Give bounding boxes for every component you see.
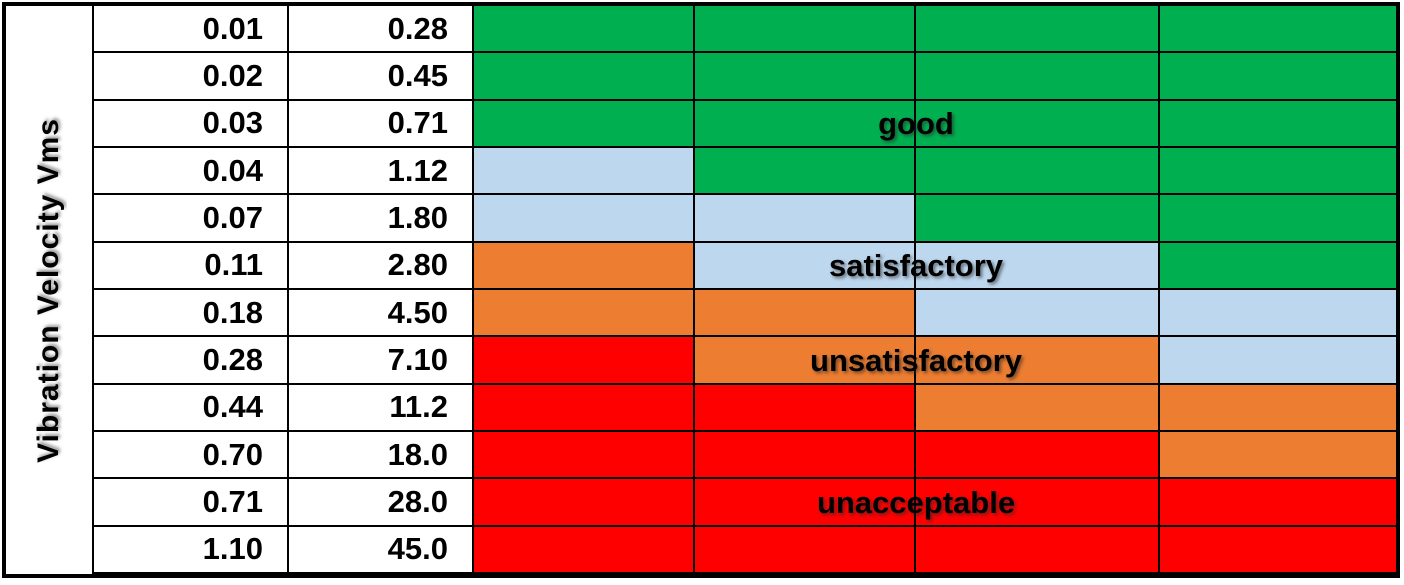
zone-cell-good bbox=[474, 100, 695, 146]
velocity-col2-cell: 0.45 bbox=[289, 53, 474, 99]
zone-cell-good bbox=[916, 100, 1160, 146]
velocity-col1-cell: 0.44 bbox=[94, 384, 289, 430]
zone-cell-good bbox=[1160, 147, 1396, 194]
zone-cell-good bbox=[916, 6, 1160, 52]
velocity-col2-cell: 4.50 bbox=[289, 289, 474, 336]
velocity-col1-cell: 0.01 bbox=[94, 6, 289, 52]
zone-cell-good bbox=[695, 147, 916, 194]
y-axis-label-cell: Vibration Velocity Vms bbox=[6, 6, 94, 574]
velocity-col1-cell: 0.11 bbox=[94, 242, 289, 288]
zone-cell-unacceptable bbox=[695, 479, 916, 525]
table-row: 0.71 28.0 bbox=[94, 479, 1396, 527]
zone-cell-unacceptable bbox=[474, 526, 695, 572]
y-axis-label: Vibration Velocity Vms bbox=[32, 117, 65, 463]
table-row: 0.44 11.2 bbox=[94, 384, 1396, 432]
zone-cell-satisfactory bbox=[1160, 337, 1396, 383]
zone-cell-unsatisfactory bbox=[695, 337, 916, 383]
velocity-col1-cell: 0.04 bbox=[94, 147, 289, 194]
zone-cell-good bbox=[695, 53, 916, 99]
zone-cell-good bbox=[916, 195, 1160, 241]
velocity-col2-cell: 45.0 bbox=[289, 526, 474, 572]
zone-cell-satisfactory bbox=[1160, 289, 1396, 336]
zone-cell-unsatisfactory bbox=[474, 242, 695, 288]
zone-cell-unacceptable bbox=[474, 431, 695, 478]
zone-cell-good bbox=[1160, 195, 1396, 241]
zone-cell-good bbox=[916, 53, 1160, 99]
zone-cell-unacceptable bbox=[695, 384, 916, 430]
velocity-col2-cell: 7.10 bbox=[289, 337, 474, 383]
zone-cell-good bbox=[1160, 53, 1396, 99]
velocity-col2-cell: 0.71 bbox=[289, 100, 474, 146]
zone-cell-good bbox=[1160, 6, 1396, 52]
table-row: 1.10 45.0 bbox=[94, 526, 1396, 574]
zone-cell-unacceptable bbox=[916, 479, 1160, 525]
zone-cell-satisfactory bbox=[916, 242, 1160, 288]
zone-cell-good bbox=[1160, 100, 1396, 146]
velocity-col2-cell: 1.12 bbox=[289, 147, 474, 194]
table-row: 0.70 18.0 bbox=[94, 431, 1396, 480]
zone-cell-unacceptable bbox=[1160, 479, 1396, 525]
zone-cell-good bbox=[916, 147, 1160, 194]
zone-cell-unacceptable bbox=[474, 479, 695, 525]
velocity-col1-cell: 0.03 bbox=[94, 100, 289, 146]
velocity-col2-cell: 0.28 bbox=[289, 6, 474, 52]
velocity-col1-cell: 0.28 bbox=[94, 337, 289, 383]
zone-cell-good bbox=[474, 6, 695, 52]
zone-cell-unsatisfactory bbox=[1160, 431, 1396, 478]
zone-cell-satisfactory bbox=[695, 242, 916, 288]
zone-cell-satisfactory bbox=[474, 147, 695, 194]
velocity-col1-cell: 1.10 bbox=[94, 526, 289, 572]
velocity-col1-cell: 0.18 bbox=[94, 289, 289, 336]
table-row: 0.04 1.12 bbox=[94, 147, 1396, 196]
velocity-col2-cell: 28.0 bbox=[289, 479, 474, 525]
velocity-col2-cell: 1.80 bbox=[289, 195, 474, 241]
zone-cell-unacceptable bbox=[695, 431, 916, 478]
table-row: 0.02 0.45 bbox=[94, 53, 1396, 101]
zone-cell-unsatisfactory bbox=[474, 289, 695, 336]
velocity-col1-cell: 0.07 bbox=[94, 195, 289, 241]
zone-cell-unacceptable bbox=[474, 384, 695, 430]
zone-cell-satisfactory bbox=[474, 195, 695, 241]
zone-cell-unacceptable bbox=[695, 526, 916, 572]
velocity-col1-cell: 0.71 bbox=[94, 479, 289, 525]
zone-cell-unacceptable bbox=[916, 526, 1160, 572]
zone-cell-unacceptable bbox=[474, 337, 695, 383]
severity-grid: 0.01 0.28 0.02 0.45 0.03 0.71 0.04 1.12 0.07 1.80… bbox=[94, 6, 1396, 574]
table-row: 0.07 1.80 bbox=[94, 195, 1396, 243]
zone-cell-satisfactory bbox=[695, 195, 916, 241]
table-row: 0.11 2.80 bbox=[94, 242, 1396, 290]
zone-cell-unacceptable bbox=[916, 431, 1160, 478]
zone-cell-good bbox=[474, 53, 695, 99]
table-row: 0.03 0.71 bbox=[94, 100, 1396, 148]
table-row: 0.18 4.50 bbox=[94, 289, 1396, 338]
zone-cell-good bbox=[695, 100, 916, 146]
zone-cell-unsatisfactory bbox=[916, 337, 1160, 383]
zone-cell-unsatisfactory bbox=[916, 384, 1160, 430]
zone-cell-unsatisfactory bbox=[695, 289, 916, 336]
velocity-col2-cell: 18.0 bbox=[289, 431, 474, 478]
zone-cell-good bbox=[695, 6, 916, 52]
table-row: 0.01 0.28 bbox=[94, 6, 1396, 54]
velocity-col2-cell: 11.2 bbox=[289, 384, 474, 430]
zone-cell-satisfactory bbox=[916, 289, 1160, 336]
zone-cell-unacceptable bbox=[1160, 526, 1396, 572]
velocity-col1-cell: 0.70 bbox=[94, 431, 289, 478]
table-row: 0.28 7.10 bbox=[94, 337, 1396, 385]
velocity-col1-cell: 0.02 bbox=[94, 53, 289, 99]
zone-cell-good bbox=[1160, 242, 1396, 288]
zone-cell-unsatisfactory bbox=[1160, 384, 1396, 430]
velocity-col2-cell: 2.80 bbox=[289, 242, 474, 288]
